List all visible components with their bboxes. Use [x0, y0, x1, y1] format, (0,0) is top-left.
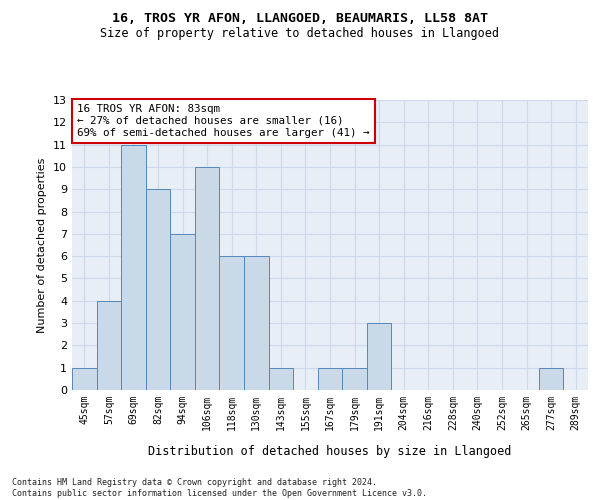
Bar [244, 256, 269, 390]
Text: Size of property relative to detached houses in Llangoed: Size of property relative to detached ho… [101, 28, 499, 40]
Bar [342, 368, 367, 390]
Bar [367, 323, 391, 390]
Bar [195, 167, 220, 390]
Bar [170, 234, 195, 390]
Bar [269, 368, 293, 390]
Y-axis label: Number of detached properties: Number of detached properties [37, 158, 47, 332]
Bar [146, 189, 170, 390]
Text: 16, TROS YR AFON, LLANGOED, BEAUMARIS, LL58 8AT: 16, TROS YR AFON, LLANGOED, BEAUMARIS, L… [112, 12, 488, 26]
Text: Distribution of detached houses by size in Llangoed: Distribution of detached houses by size … [148, 444, 512, 458]
Bar [97, 301, 121, 390]
Bar [121, 144, 146, 390]
Text: Contains HM Land Registry data © Crown copyright and database right 2024.
Contai: Contains HM Land Registry data © Crown c… [12, 478, 427, 498]
Bar [220, 256, 244, 390]
Bar [318, 368, 342, 390]
Bar [539, 368, 563, 390]
Bar [72, 368, 97, 390]
Text: 16 TROS YR AFON: 83sqm
← 27% of detached houses are smaller (16)
69% of semi-det: 16 TROS YR AFON: 83sqm ← 27% of detached… [77, 104, 370, 138]
